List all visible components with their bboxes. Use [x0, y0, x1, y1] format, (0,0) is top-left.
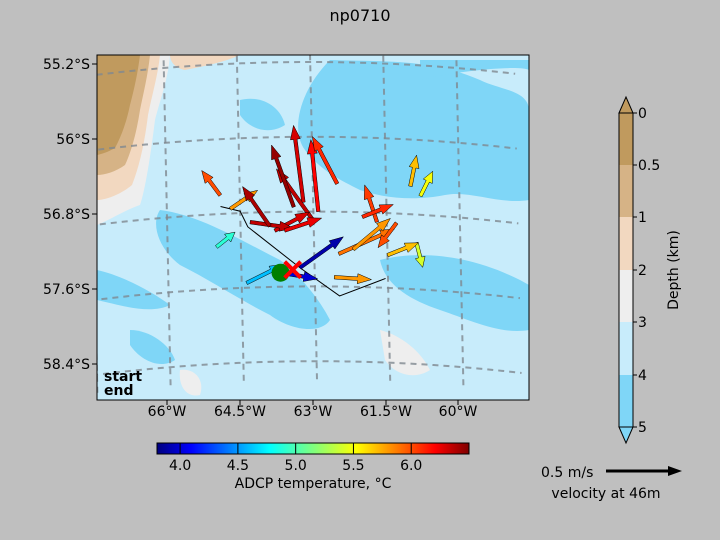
lat-tick-label: 56°S: [56, 132, 90, 148]
parallel-line: [97, 360, 522, 376]
legend-end: end: [104, 383, 133, 399]
depth-band: [619, 113, 633, 165]
meridian-line: [97, 327, 99, 394]
depth-colorbar-ticks: 0 0.5 1 2 3 4 5: [633, 106, 660, 436]
lon-tick-label: 61.5°W: [360, 404, 412, 420]
lon-tick-label: 60°W: [439, 404, 478, 420]
velocity-arrow: [418, 170, 434, 198]
temperature-colorbar-ticks: 4.0 4.5 5.0 5.5 6.0: [169, 443, 422, 474]
velocity-arrow: [351, 217, 391, 252]
legend-start: start: [104, 369, 142, 385]
velocity-arrow: [298, 236, 345, 270]
depth-tick-label: 2: [638, 263, 647, 279]
velocity-arrow: [290, 124, 306, 203]
temperature-tick-label: 4.0: [169, 458, 191, 474]
parallel-line: [97, 60, 516, 76]
ship-track: [220, 206, 386, 297]
lon-tick-label: 63°W: [294, 404, 333, 420]
depth-colorbar-bottom-extension: [618, 426, 634, 445]
velocity-arrow: [408, 154, 420, 187]
depth-tick-label: 4: [638, 368, 647, 384]
velocity-arrow: [312, 135, 340, 185]
velocity-arrow: [361, 204, 394, 219]
depth-band: [619, 217, 633, 270]
depth-band: [619, 270, 633, 322]
scale-speed-label: 0.5 m/s: [541, 465, 593, 481]
temperature-tick-label: 5.5: [342, 458, 364, 474]
longitude-ticks: 66°W 64.5°W 63°W 61.5°W 60°W: [148, 400, 478, 420]
lat-tick-label: 58.4°S: [43, 357, 90, 373]
velocity-arrow: [242, 185, 272, 228]
velocity-arrow: [386, 242, 420, 258]
velocity-scale: 0.5 m/s velocity at 46m: [541, 465, 682, 502]
lat-tick-label: 55.2°S: [43, 57, 90, 73]
velocity-arrow: [283, 217, 323, 233]
lat-tick-label: 56.8°S: [43, 207, 90, 223]
graticule: [97, 55, 529, 394]
parallel-line: [97, 135, 517, 151]
scale-depth-label: velocity at 46m: [551, 486, 660, 502]
temperature-colorbar-ramp: [156, 442, 470, 455]
velocity-arrow: [201, 169, 223, 197]
velocity-vectors: [201, 124, 434, 285]
bathymetry-deep: [97, 60, 529, 365]
meridian-line: [528, 56, 529, 85]
lat-tick-label: 57.6°S: [43, 282, 90, 298]
meridian-line: [455, 55, 465, 386]
depth-tick-label: 0: [638, 106, 647, 122]
velocity-arrow: [215, 231, 236, 249]
temperature-tick-label: 5.0: [285, 458, 307, 474]
velocity-arrow: [414, 241, 426, 268]
velocity-arrow: [249, 220, 295, 232]
depth-band: [619, 375, 633, 427]
map-area: [97, 55, 529, 400]
depth-band: [619, 165, 633, 217]
velocity-arrow: [377, 221, 399, 249]
meridian-line: [235, 55, 245, 382]
scale-arrow-head: [668, 466, 682, 476]
temperature-tick-label: 4.5: [227, 458, 249, 474]
chart-title: np0710: [329, 6, 390, 25]
lon-tick-label: 66°W: [148, 404, 187, 420]
lon-tick-label: 64.5°W: [214, 404, 266, 420]
bathymetry-shallow: [97, 55, 430, 396]
temperature-tick-label: 6.0: [400, 458, 422, 474]
depth-tick-label: 3: [638, 315, 647, 331]
temperature-colorbar-label: ADCP temperature, °C: [235, 476, 392, 492]
depth-tick-label: 1: [638, 210, 647, 226]
velocity-arrow: [271, 144, 296, 208]
latitude-ticks: 55.2°S 56°S 56.8°S 57.6°S 58.4°S: [43, 57, 97, 373]
depth-colorbar-label: Depth (km): [666, 230, 682, 310]
temperature-colorbar: 4.0 4.5 5.0 5.5 6.0 ADCP temperature, °C: [156, 442, 470, 492]
track-line: [220, 206, 386, 297]
depth-colorbar: 0 0.5 1 2 3 4 5 Depth (km): [618, 95, 682, 445]
depth-tick-label: 0.5: [638, 158, 660, 174]
parallel-line: [97, 285, 521, 301]
depth-band: [619, 322, 633, 375]
depth-colorbar-bands: [618, 112, 634, 428]
velocity-arrow: [333, 273, 373, 285]
depth-tick-label: 5: [638, 420, 647, 436]
velocity-arrow: [306, 138, 321, 213]
parallel-line: [97, 210, 519, 226]
depth-colorbar-top-extension: [618, 95, 634, 114]
end-marker-stroke: [283, 260, 303, 280]
end-marker: [283, 260, 303, 280]
